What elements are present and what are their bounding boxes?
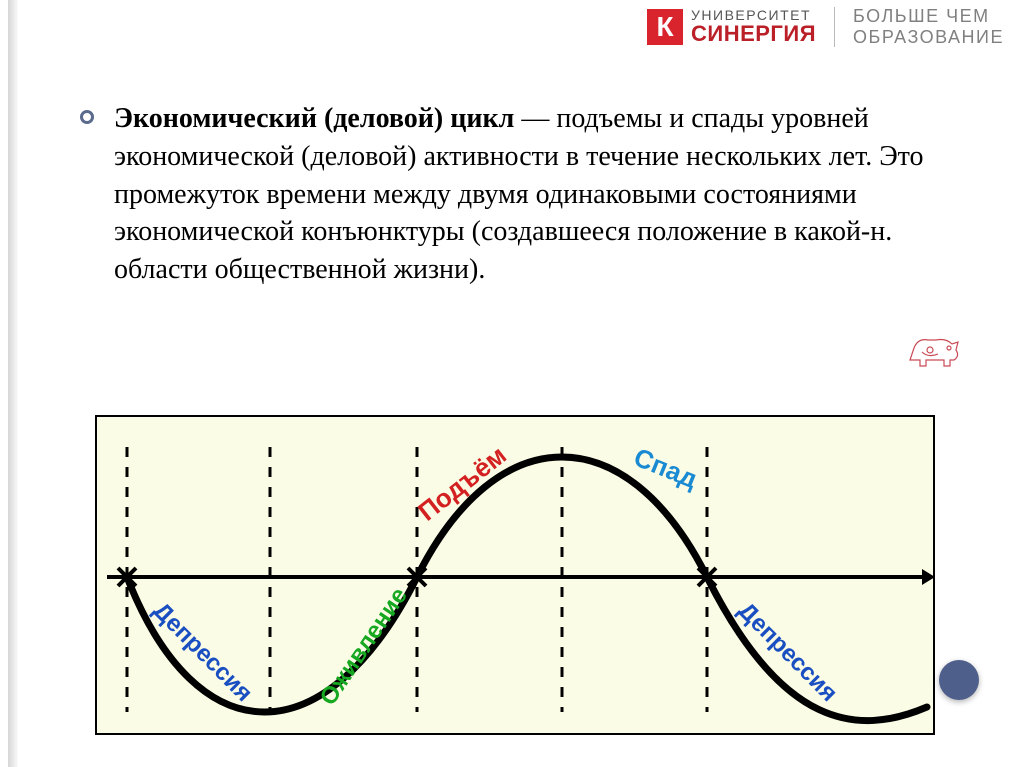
- tagline-line1: БОЛЬШЕ ЧЕМ: [853, 6, 1004, 27]
- chart-svg: ДепрессияОживлениеПодъёмСпадДепрессия: [97, 417, 937, 737]
- logo-text: УНИВЕРСИТЕТ СИНЕРГИЯ: [691, 8, 816, 46]
- nav-dot-icon[interactable]: [939, 660, 979, 700]
- tagline: БОЛЬШЕ ЧЕМ ОБРАЗОВАНИЕ: [853, 6, 1004, 47]
- slide-rail: [8, 0, 18, 767]
- logo-block: К УНИВЕРСИТЕТ СИНЕРГИЯ: [647, 8, 816, 46]
- definition-paragraph: Экономический (деловой) цикл — подъемы и…: [114, 100, 974, 289]
- logo-line1: УНИВЕРСИТЕТ: [691, 8, 816, 23]
- main-content: Экономический (деловой) цикл — подъемы и…: [80, 100, 974, 289]
- term-bold: Экономический (деловой) цикл: [114, 103, 514, 134]
- svg-text:Оживление: Оживление: [315, 583, 413, 711]
- bullet-icon: [80, 110, 94, 124]
- rhino-icon: [904, 330, 964, 370]
- bullet-row: Экономический (деловой) цикл — подъемы и…: [80, 100, 974, 289]
- tagline-line2: ОБРАЗОВАНИЕ: [853, 27, 1004, 48]
- logo-line2: СИНЕРГИЯ: [691, 22, 816, 45]
- header-logo: К УНИВЕРСИТЕТ СИНЕРГИЯ БОЛЬШЕ ЧЕМ ОБРАЗО…: [647, 6, 1004, 47]
- logo-mark-icon: К: [647, 9, 683, 45]
- header-divider: [834, 7, 835, 47]
- business-cycle-chart: ДепрессияОживлениеПодъёмСпадДепрессия: [95, 415, 935, 735]
